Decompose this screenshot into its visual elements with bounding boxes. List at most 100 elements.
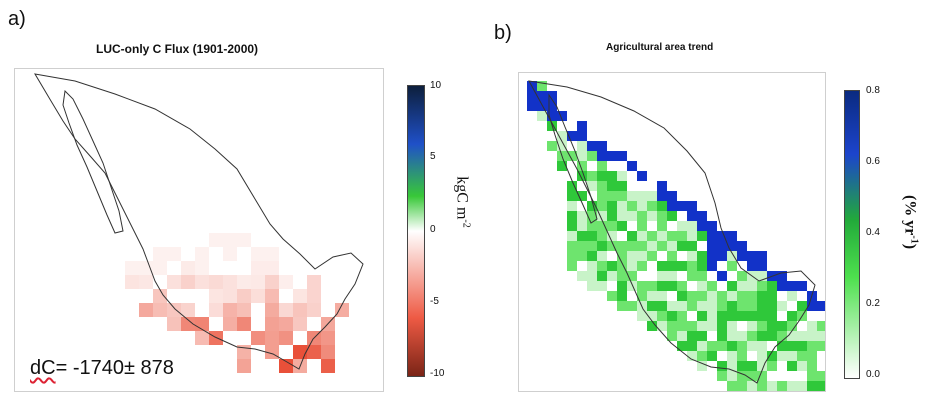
raster-cell: [617, 241, 627, 251]
raster-cell: [787, 291, 797, 301]
raster-cell: [727, 331, 737, 341]
panel-a-label: a): [8, 8, 26, 30]
raster-cell: [627, 231, 637, 241]
raster-cell: [657, 201, 667, 211]
raster-cell: [647, 301, 657, 311]
raster-cell: [787, 361, 797, 371]
raster-cell: [687, 341, 697, 351]
raster-cell: [797, 361, 807, 371]
raster-cell: [817, 301, 825, 311]
raster-cell: [787, 341, 797, 351]
raster-cell: [321, 359, 335, 373]
raster-cell: [587, 231, 597, 241]
raster-cell: [637, 281, 647, 291]
panel-b-colorbar-tick: 0.6: [866, 156, 880, 167]
raster-cell: [627, 201, 637, 211]
raster-cell: [181, 303, 195, 317]
raster-cell: [587, 201, 597, 211]
raster-cell: [717, 231, 727, 241]
raster-cell: [697, 361, 707, 371]
raster-cell: [251, 247, 265, 261]
raster-cell: [707, 281, 717, 291]
raster-cell: [697, 351, 707, 361]
raster-cell: [237, 317, 251, 331]
raster-cell: [787, 351, 797, 361]
raster-cell: [647, 281, 657, 291]
raster-cell: [757, 371, 767, 381]
raster-cell: [667, 301, 677, 311]
raster-cell: [797, 331, 807, 341]
raster-cell: [757, 321, 767, 331]
raster-cell: [597, 251, 607, 261]
raster-cell: [279, 359, 293, 373]
raster-cell: [757, 361, 767, 371]
raster-cell: [717, 321, 727, 331]
raster-cell: [627, 211, 637, 221]
raster-cell: [767, 381, 777, 391]
raster-cell: [707, 301, 717, 311]
panel-a-colorbar-tick: 10: [430, 80, 442, 91]
raster-cell: [307, 345, 321, 359]
raster-cell: [577, 171, 587, 181]
panel-a-colorbar-unit-main: kgC m: [453, 176, 471, 220]
raster-cell: [647, 231, 657, 241]
raster-cell: [727, 311, 737, 321]
raster-cell: [223, 289, 237, 303]
raster-cell: [737, 341, 747, 351]
raster-cell: [777, 331, 787, 341]
raster-cell: [637, 291, 647, 301]
raster-cell: [737, 311, 747, 321]
raster-cell: [767, 351, 777, 361]
raster-cell: [727, 321, 737, 331]
raster-cell: [677, 281, 687, 291]
raster-cell: [567, 211, 577, 221]
raster-cell: [627, 301, 637, 311]
raster-cell: [797, 351, 807, 361]
raster-cell: [627, 271, 637, 281]
raster-cell: [667, 311, 677, 321]
raster-cell: [777, 351, 787, 361]
raster-cell: [667, 231, 677, 241]
raster-cell: [251, 275, 265, 289]
raster-cell: [577, 251, 587, 261]
raster-cell: [727, 361, 737, 371]
raster-cell: [209, 289, 223, 303]
raster-cell: [757, 351, 767, 361]
raster-cell: [697, 311, 707, 321]
raster-cell: [139, 275, 153, 289]
raster-cell: [557, 131, 567, 141]
raster-cell: [727, 371, 737, 381]
raster-cell: [737, 241, 747, 251]
raster-cell: [597, 151, 607, 161]
raster-cell: [687, 301, 697, 311]
raster-cell: [817, 371, 825, 381]
raster-cell: [223, 275, 237, 289]
raster-cell: [757, 331, 767, 341]
raster-cell: [717, 331, 727, 341]
raster-cell: [677, 311, 687, 321]
raster-cell: [777, 321, 787, 331]
raster-cell: [717, 241, 727, 251]
raster-cell: [279, 275, 293, 289]
raster-cell: [677, 331, 687, 341]
raster-cell: [597, 281, 607, 291]
raster-cell: [657, 281, 667, 291]
raster-cell: [321, 345, 335, 359]
raster-cell: [567, 241, 577, 251]
raster-cell: [265, 261, 279, 275]
raster-cell: [657, 261, 667, 271]
raster-cell: [181, 261, 195, 275]
raster-cell: [567, 261, 577, 271]
raster-cell: [567, 131, 577, 141]
raster-cell: [617, 281, 627, 291]
raster-cell: [195, 331, 209, 345]
raster-cell: [637, 171, 647, 181]
raster-cell: [647, 311, 657, 321]
raster-cell: [687, 271, 697, 281]
raster-cell: [223, 233, 237, 247]
raster-cell: [727, 281, 737, 291]
raster-cell: [707, 321, 717, 331]
raster-cell: [557, 111, 567, 121]
raster-cell: [737, 291, 747, 301]
raster-cell: [657, 241, 667, 251]
